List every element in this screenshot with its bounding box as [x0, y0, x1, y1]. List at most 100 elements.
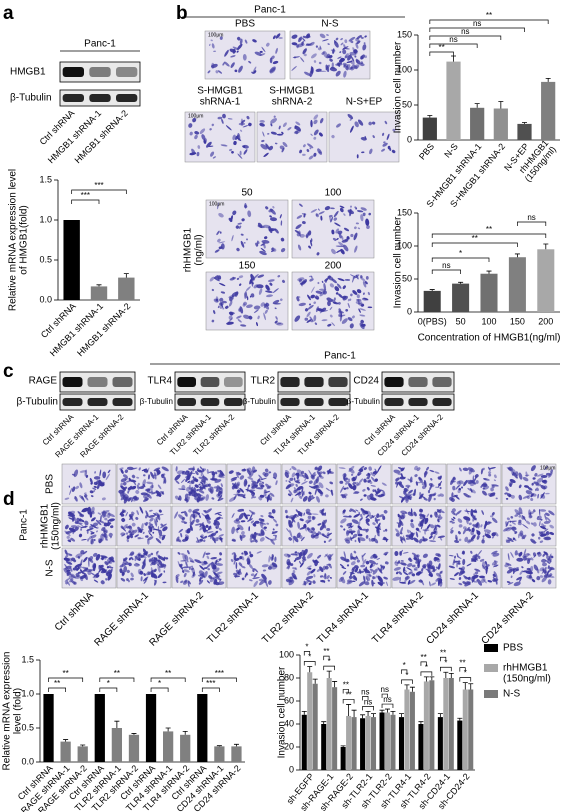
error-bar: [312, 678, 318, 684]
cell: [371, 121, 376, 125]
cell: [327, 275, 331, 279]
cell: [237, 493, 245, 497]
cell: [437, 480, 443, 488]
cell: [366, 225, 370, 229]
text-line: rhHMGB1: [182, 227, 193, 272]
x-tick-label: 50: [456, 316, 466, 326]
row-label: PBS: [45, 474, 56, 494]
cell: [92, 522, 99, 527]
cell: [472, 475, 475, 483]
cell: [240, 118, 244, 127]
cell: [302, 37, 306, 42]
bar: [180, 734, 191, 762]
cell: [327, 323, 332, 327]
cell: [374, 493, 379, 497]
cell: [359, 277, 366, 282]
cell: [241, 119, 246, 124]
cell: [368, 121, 373, 126]
cell: [243, 314, 250, 319]
error-bar: [216, 745, 222, 747]
cell: [209, 485, 212, 488]
column-label: RAGE shRNA-1: [93, 590, 152, 649]
cell: [140, 492, 148, 496]
cell: [251, 492, 255, 496]
cell: [233, 494, 237, 501]
cell: [331, 322, 335, 327]
cell: [194, 130, 200, 135]
cell: [295, 130, 299, 135]
cell: [231, 150, 234, 154]
cell: [211, 497, 215, 500]
cell: [364, 55, 368, 59]
cell: [467, 467, 475, 473]
cell: [275, 316, 278, 320]
cell: [316, 252, 320, 256]
cell: [527, 487, 533, 491]
cell: [362, 292, 365, 295]
cell: [250, 273, 253, 279]
cell: [294, 125, 301, 132]
cell: [255, 242, 259, 247]
cell: [295, 224, 302, 230]
significance-label: **: [486, 11, 492, 20]
cell: [309, 239, 313, 247]
cell: [269, 496, 273, 501]
cell: [285, 479, 288, 482]
cell: [355, 274, 359, 280]
error-bar: [458, 281, 464, 284]
cell: [256, 478, 261, 484]
cell: [322, 39, 329, 42]
cell: [318, 61, 322, 65]
x-tick-label: 0(PBS): [418, 316, 447, 326]
cell: [313, 114, 319, 120]
bar: [321, 724, 327, 770]
cell: [341, 318, 348, 324]
cell: [340, 42, 344, 46]
cell: [336, 123, 341, 128]
cell: [236, 315, 242, 319]
row-label: N-S: [45, 559, 56, 577]
cell: [311, 485, 318, 489]
cell: [92, 487, 97, 490]
significance-bracket: [420, 671, 433, 676]
cell: [331, 229, 335, 235]
cell: [325, 64, 330, 73]
cell: [367, 306, 373, 309]
cell: [236, 490, 240, 497]
cell: [408, 489, 413, 494]
cell: [203, 138, 207, 143]
cell: [238, 225, 242, 229]
error-bar: [486, 270, 492, 274]
blot-band: [62, 377, 83, 387]
cell: [348, 36, 356, 42]
legend-swatch: [484, 664, 498, 672]
significance-bracket: [440, 666, 452, 672]
cell: [339, 51, 342, 54]
cell: [348, 467, 355, 474]
bar: [340, 747, 346, 770]
cell: [405, 493, 413, 499]
cell: [475, 480, 479, 484]
cell: [224, 49, 229, 57]
error-bar: [429, 289, 435, 291]
cell: [282, 122, 287, 128]
cell: [384, 120, 388, 125]
cell: [211, 43, 215, 49]
significance-label: **: [54, 679, 60, 688]
cell: [403, 491, 407, 495]
error-bar: [443, 671, 449, 678]
blot-band: [62, 67, 84, 77]
significance-bracket: [362, 706, 374, 711]
bar: [404, 689, 410, 770]
lane-label: CD24 shRNA-1: [376, 412, 422, 458]
blot-band: [62, 398, 83, 406]
error-bar: [301, 710, 307, 715]
cell: [239, 306, 244, 314]
cell: [244, 292, 248, 299]
cell: [175, 466, 178, 472]
cell: [359, 314, 366, 317]
cell: [427, 490, 431, 494]
significance-label: **: [486, 225, 492, 234]
cell: [317, 208, 320, 211]
cell: [189, 479, 196, 485]
